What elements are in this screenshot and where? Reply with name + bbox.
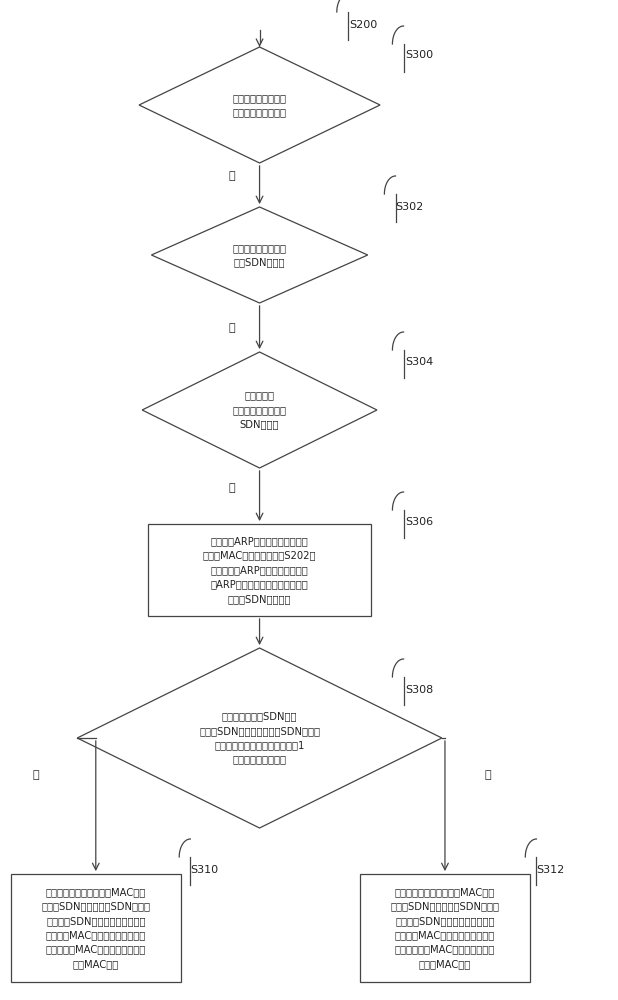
Text: S310: S310 xyxy=(190,865,219,875)
Bar xyxy=(11,874,181,982)
Text: 判断转发路径上SDN网络
连接非SDN网络的、位于非SDN网络上
的三层接口是否需要再经过大于1
跳才能抵达目的主机: 判断转发路径上SDN网络 连接非SDN网络的、位于非SDN网络上 的三层接口是否… xyxy=(199,711,320,765)
Text: 将待转发数据报文中的源MAC地址
替换为SDN网络连接非SDN网络的
、位于非SDN网络上的三层接口所
在网关的MAC地址，将待转发数据
报文中的目的MAC地址: 将待转发数据报文中的源MAC地址 替换为SDN网络连接非SDN网络的 、位于非S… xyxy=(391,887,499,969)
Polygon shape xyxy=(77,648,442,828)
Text: 判断源主机
归属的网关是否位于
SDN网络内: 判断源主机 归属的网关是否位于 SDN网络内 xyxy=(232,391,287,429)
Text: 判断源主机是否位于
所述SDN网络内: 判断源主机是否位于 所述SDN网络内 xyxy=(232,243,287,267)
Text: 将待转发数据报文中的源MAC地址
替换为SDN网络连接非SDN网络的
并位于非SDN网络上的三层接口所
在网关的MAC地址，将待转发数据
报文中目的MAC地址替: 将待转发数据报文中的源MAC地址 替换为SDN网络连接非SDN网络的 并位于非S… xyxy=(41,887,150,969)
Bar xyxy=(360,874,530,982)
Text: 是: 是 xyxy=(33,770,39,780)
Text: S312: S312 xyxy=(536,865,565,875)
Text: 是: 是 xyxy=(229,323,235,333)
Bar xyxy=(148,524,371,616)
Text: 利用第一ARP请求获取源主机所在
网关的MAC地址，并在步骤S202之
前回复第一ARP响应，并将利用第
一ARP响应生成的待转发数据报文
转发至SDN转发设备: 利用第一ARP请求获取源主机所在 网关的MAC地址，并在步骤S202之 前回复第… xyxy=(203,536,316,604)
Polygon shape xyxy=(151,207,368,303)
Text: 否: 否 xyxy=(485,770,491,780)
Text: S200: S200 xyxy=(349,20,378,30)
Polygon shape xyxy=(139,47,380,163)
Text: 判断源主机和目的主
机是否属于同一网段: 判断源主机和目的主 机是否属于同一网段 xyxy=(232,93,287,117)
Text: S306: S306 xyxy=(405,517,433,527)
Text: S300: S300 xyxy=(405,50,433,60)
Text: S308: S308 xyxy=(405,685,433,695)
Text: S304: S304 xyxy=(405,357,433,367)
Text: 否: 否 xyxy=(229,171,235,181)
Text: 是: 是 xyxy=(229,483,235,493)
Polygon shape xyxy=(142,352,377,468)
Text: S302: S302 xyxy=(396,202,424,212)
